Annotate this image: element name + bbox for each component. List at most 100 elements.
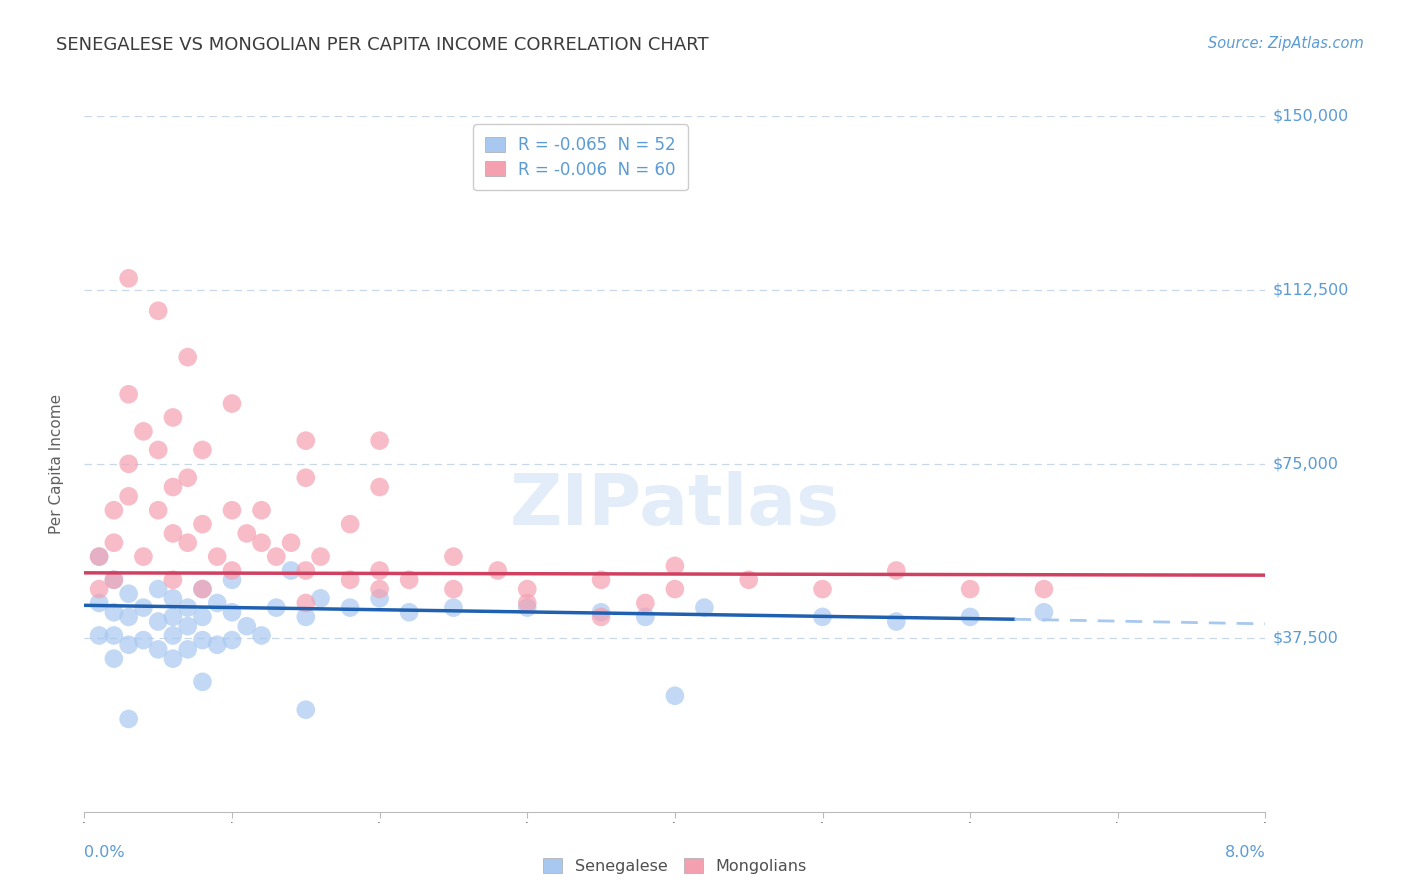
Point: [118, 712, 141, 726]
Text: 8.0%: 8.0%: [1225, 845, 1265, 860]
Point: [264, 600, 288, 615]
Point: [443, 600, 465, 615]
Point: [205, 638, 228, 652]
Point: [162, 610, 184, 624]
Point: [87, 628, 111, 642]
Point: [309, 549, 332, 564]
Point: [103, 535, 125, 549]
Point: [162, 526, 184, 541]
Point: [516, 600, 538, 615]
Text: $112,500: $112,500: [1272, 283, 1348, 297]
Point: [280, 564, 302, 578]
Point: [1032, 582, 1054, 596]
Point: [339, 517, 361, 532]
Point: [177, 535, 200, 549]
Point: [103, 573, 125, 587]
Point: [148, 503, 170, 517]
Text: $37,500: $37,500: [1272, 631, 1339, 645]
Point: [177, 600, 200, 615]
Point: [959, 610, 981, 624]
Point: [295, 703, 318, 717]
Point: [339, 573, 361, 587]
Point: [162, 410, 184, 425]
Point: [486, 564, 509, 578]
Point: [148, 582, 170, 596]
Text: Source: ZipAtlas.com: Source: ZipAtlas.com: [1208, 36, 1364, 51]
Point: [634, 596, 657, 610]
Point: [87, 596, 111, 610]
Point: [516, 596, 538, 610]
Point: [368, 564, 391, 578]
Point: [295, 564, 318, 578]
Point: [368, 434, 391, 448]
Point: [162, 628, 184, 642]
Point: [398, 605, 420, 619]
Point: [221, 503, 243, 517]
Point: [148, 303, 170, 318]
Point: [162, 591, 184, 606]
Point: [177, 619, 200, 633]
Point: [309, 591, 332, 606]
Text: $150,000: $150,000: [1272, 109, 1348, 123]
Point: [280, 535, 302, 549]
Point: [177, 642, 200, 657]
Text: 0.0%: 0.0%: [84, 845, 125, 860]
Point: [162, 651, 184, 665]
Point: [886, 564, 908, 578]
Point: [191, 442, 214, 457]
Point: [591, 610, 613, 624]
Point: [191, 582, 214, 596]
Text: $75,000: $75,000: [1272, 457, 1339, 471]
Point: [886, 615, 908, 629]
Point: [368, 480, 391, 494]
Point: [295, 596, 318, 610]
Point: [162, 573, 184, 587]
Point: [177, 471, 200, 485]
Point: [118, 271, 141, 285]
Point: [191, 517, 214, 532]
Point: [148, 642, 170, 657]
Point: [103, 628, 125, 642]
Point: [250, 628, 273, 642]
Point: [295, 610, 318, 624]
Point: [103, 503, 125, 517]
Point: [811, 582, 834, 596]
Point: [811, 610, 834, 624]
Point: [368, 591, 391, 606]
Point: [87, 549, 111, 564]
Point: [664, 582, 686, 596]
Point: [118, 638, 141, 652]
Point: [118, 387, 141, 401]
Text: SENEGALESE VS MONGOLIAN PER CAPITA INCOME CORRELATION CHART: SENEGALESE VS MONGOLIAN PER CAPITA INCOM…: [56, 36, 709, 54]
Point: [221, 605, 243, 619]
Point: [177, 350, 200, 364]
Point: [221, 633, 243, 648]
Point: [737, 573, 759, 587]
Point: [235, 619, 259, 633]
Point: [591, 573, 613, 587]
Point: [191, 633, 214, 648]
Point: [634, 610, 657, 624]
Point: [295, 471, 318, 485]
Point: [191, 610, 214, 624]
Point: [132, 425, 155, 439]
Point: [148, 442, 170, 457]
Point: [87, 549, 111, 564]
Point: [191, 674, 214, 689]
Point: [398, 573, 420, 587]
Point: [148, 615, 170, 629]
Point: [516, 582, 538, 596]
Point: [250, 535, 273, 549]
Point: [118, 587, 141, 601]
Point: [959, 582, 981, 596]
Point: [103, 573, 125, 587]
Point: [191, 582, 214, 596]
Point: [1032, 605, 1054, 619]
Point: [221, 396, 243, 410]
Point: [132, 633, 155, 648]
Point: [664, 558, 686, 573]
Point: [87, 582, 111, 596]
Point: [118, 457, 141, 471]
Point: [664, 689, 686, 703]
Point: [118, 610, 141, 624]
